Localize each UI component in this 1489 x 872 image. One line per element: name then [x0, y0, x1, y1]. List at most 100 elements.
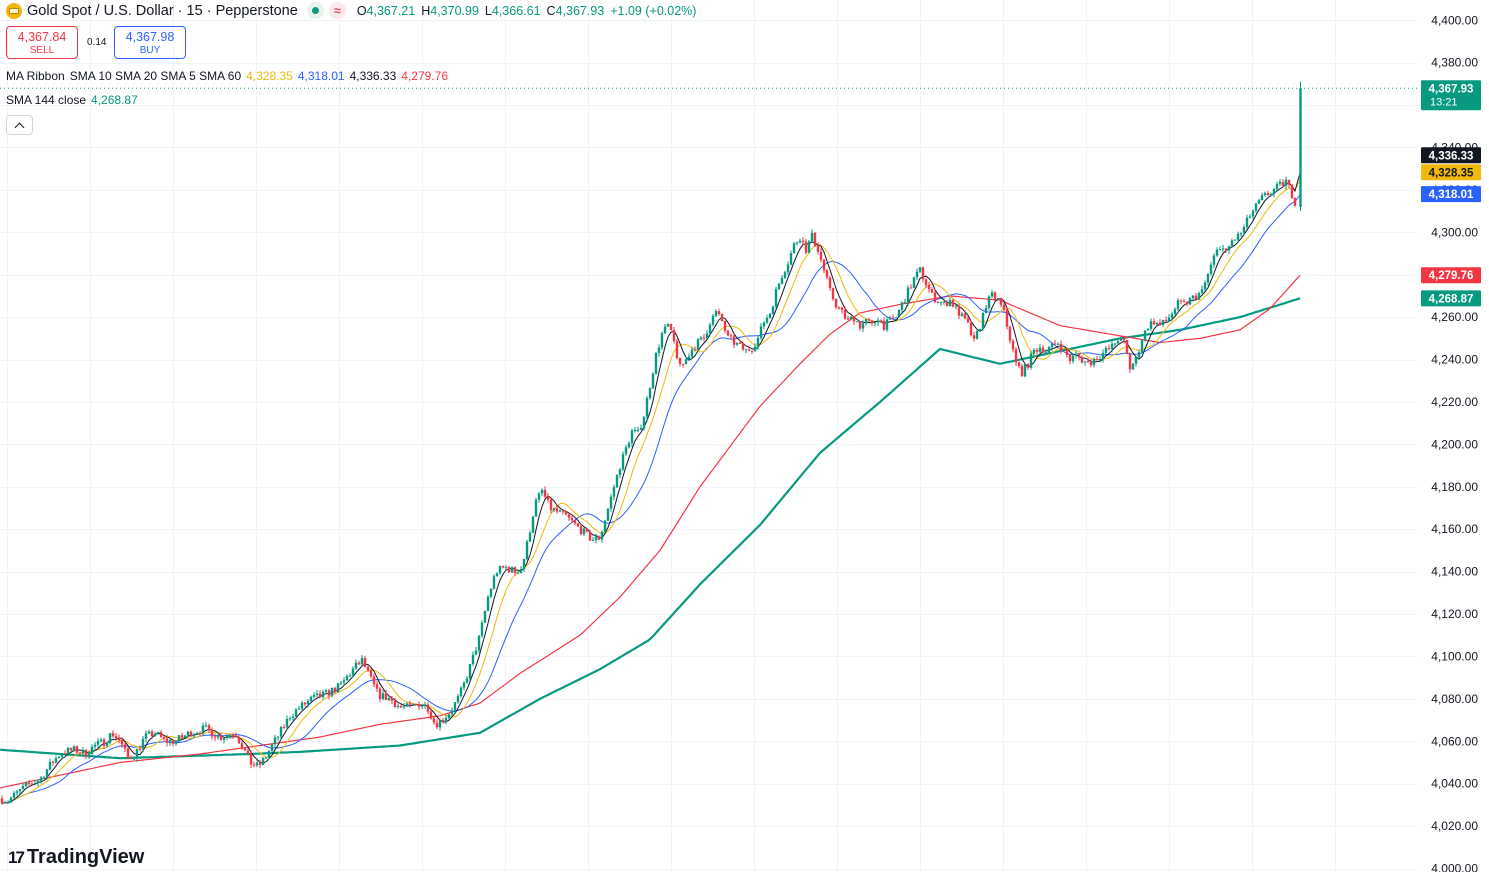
sma144-legend[interactable]: SMA 144 close 4,268.87 — [6, 93, 138, 107]
candle-body — [1110, 343, 1114, 349]
candle-body — [945, 301, 949, 307]
candle-body — [1020, 366, 1024, 377]
candle-body — [1257, 200, 1261, 204]
candle-body — [42, 777, 46, 779]
candle-body — [1206, 273, 1210, 283]
candle-body — [1197, 292, 1201, 300]
indicator-price-badge — [1421, 186, 1481, 203]
candle-body — [507, 567, 511, 573]
candle-body — [459, 687, 463, 697]
candle-body — [1284, 179, 1288, 186]
candle-body — [1203, 282, 1207, 290]
ma-ribbon-legend[interactable]: MA Ribbon SMA 10 SMA 20 SMA 5 SMA 60 4,3… — [6, 69, 448, 83]
candle-body — [441, 720, 445, 722]
candle-body — [873, 322, 877, 324]
candle-body — [789, 253, 793, 265]
candle-body — [579, 526, 583, 535]
buy-button[interactable]: 4,367.98 BUY — [114, 26, 186, 59]
candle-body — [1152, 321, 1156, 325]
candle-body — [807, 241, 811, 253]
tradingview-logo[interactable]: 17 TradingView — [8, 846, 144, 869]
candle-body — [330, 688, 334, 696]
candle-body — [606, 508, 610, 521]
candle-body — [138, 748, 142, 750]
tradingview-wordmark: TradingView — [26, 846, 145, 868]
buy-label: BUY — [139, 45, 161, 56]
candle-body — [306, 700, 310, 705]
candle-body — [717, 311, 721, 315]
candle-body — [870, 320, 874, 323]
candle-body — [261, 758, 265, 765]
candle-body — [375, 684, 379, 689]
candle-body — [1014, 349, 1018, 363]
candle-body — [567, 514, 571, 518]
candle-body — [348, 675, 352, 677]
candle-body — [1143, 330, 1147, 341]
candle-body — [864, 319, 868, 324]
ohlc-high-value: 4,370.99 — [430, 3, 479, 18]
candle-body — [693, 349, 697, 351]
candle-body — [642, 416, 646, 429]
symbol-title[interactable]: Gold Spot / U.S. Dollar · 15 · Peppersto… — [27, 2, 298, 19]
candle-body — [72, 746, 76, 751]
candle-body — [504, 567, 508, 569]
candle-body — [852, 316, 856, 322]
candle-body — [345, 676, 349, 681]
candle-body — [228, 735, 232, 737]
candle-body — [1137, 352, 1141, 358]
indicator-price-label: 4,268.87 — [1429, 293, 1474, 305]
candle-body — [1038, 347, 1042, 352]
candle-body — [1254, 203, 1258, 211]
candle-body — [840, 307, 844, 310]
candle-body — [279, 727, 283, 737]
ohlc-close-value: 4,367.93 — [555, 3, 605, 18]
candle-body — [624, 447, 628, 455]
candle-body — [654, 353, 658, 374]
market-open-status-icon[interactable] — [306, 2, 324, 19]
sell-button[interactable]: 4,367.84 SELL — [6, 26, 78, 59]
candle-body — [60, 753, 64, 757]
candle-body — [987, 296, 991, 308]
candle-body — [405, 703, 409, 707]
candle-body — [1227, 246, 1231, 251]
candle-body — [726, 330, 730, 336]
candle-body — [399, 705, 403, 708]
candle-body — [1194, 295, 1198, 300]
candle-body — [300, 702, 304, 709]
candle-body — [1041, 347, 1045, 353]
candle-body — [465, 678, 469, 683]
candle-body — [915, 271, 919, 278]
candle-body — [342, 680, 346, 683]
candle-body — [90, 746, 94, 755]
buy-price: 4,367.98 — [125, 30, 175, 44]
candle-body — [1158, 322, 1162, 326]
candle-body — [636, 429, 640, 431]
candle-body — [6, 802, 10, 804]
candle-body — [798, 240, 802, 243]
candle-body — [774, 289, 778, 307]
candle-body — [780, 277, 784, 284]
candle-body — [114, 736, 118, 739]
candle-body — [180, 735, 184, 738]
candle-body — [834, 299, 838, 308]
candle-body — [498, 566, 502, 574]
candle-body — [585, 528, 589, 532]
candle-body — [972, 335, 976, 339]
collapse-legend-button[interactable] — [6, 115, 33, 135]
candle-body — [651, 373, 655, 389]
candle-body — [588, 531, 592, 541]
candle-body — [291, 716, 295, 719]
candle-body — [702, 337, 706, 339]
ohlc-open-key: O — [356, 3, 367, 18]
y-axis-tick-label: 4,100.00 — [1431, 649, 1478, 663]
candle-body — [1023, 363, 1027, 377]
indicator-price-badge — [1421, 290, 1481, 307]
candle-body — [960, 313, 964, 316]
candle-body — [75, 746, 79, 753]
candle-body — [1119, 337, 1123, 341]
candle-body — [288, 718, 292, 720]
candle-body — [1062, 348, 1066, 351]
candle-body — [954, 305, 958, 307]
wave-icon[interactable]: ≈ — [328, 2, 346, 19]
